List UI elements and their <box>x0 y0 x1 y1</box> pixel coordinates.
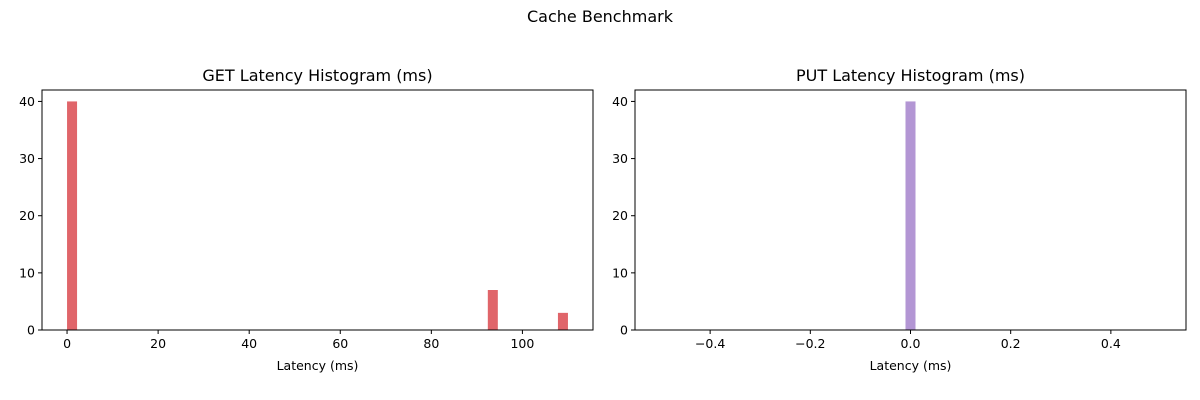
x-tick-label: −0.4 <box>695 336 725 351</box>
figure-suptitle: Cache Benchmark <box>527 7 674 26</box>
x-tick-label: 100 <box>510 336 534 351</box>
y-tick-label: 40 <box>19 94 35 109</box>
x-tick-label: 0 <box>63 336 71 351</box>
chart-title: PUT Latency Histogram (ms) <box>796 66 1025 85</box>
histogram-bar <box>905 101 916 330</box>
y-tick-label: 30 <box>19 151 35 166</box>
x-tick-label: 60 <box>332 336 348 351</box>
histogram-bar <box>557 312 568 330</box>
y-tick-label: 20 <box>19 208 35 223</box>
x-tick-label: 0.2 <box>1001 336 1021 351</box>
y-tick-label: 0 <box>27 323 35 338</box>
y-tick-label: 10 <box>19 265 35 280</box>
x-tick-label: 0.0 <box>901 336 921 351</box>
y-tick-label: 30 <box>612 151 628 166</box>
y-tick-label: 40 <box>612 94 628 109</box>
x-tick-label: −0.2 <box>795 336 825 351</box>
y-tick-label: 20 <box>612 208 628 223</box>
axes-frame <box>41 89 594 331</box>
chart-2: −0.4 −0.2 0.0 0.2 0.4 0 10 20 30 40 PUT Latency Hi… <box>612 66 1187 373</box>
x-tick-label: 0.4 <box>1101 336 1121 351</box>
x-tick-label: 20 <box>150 336 166 351</box>
chart-1: 0 20 40 60 80 100 0 10 20 30 40 GET Latency Histogr… <box>19 66 594 373</box>
x-axis-label: Latency (ms) <box>870 358 952 373</box>
y-tick-label: 10 <box>612 265 628 280</box>
x-tick-label: 40 <box>241 336 257 351</box>
y-tick-label: 0 <box>620 323 628 338</box>
x-axis-label: Latency (ms) <box>277 358 359 373</box>
histogram-bar <box>487 290 498 330</box>
chart-title: GET Latency Histogram (ms) <box>202 66 432 85</box>
histogram-bar <box>67 101 78 330</box>
x-tick-label: 80 <box>423 336 439 351</box>
